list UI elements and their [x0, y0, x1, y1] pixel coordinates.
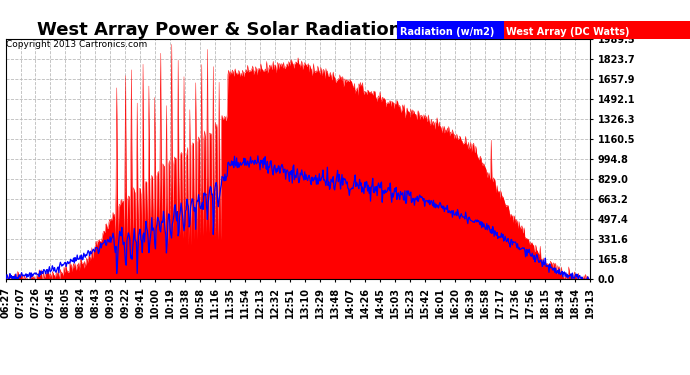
Text: West Array (DC Watts): West Array (DC Watts)	[506, 27, 630, 37]
Text: Radiation (w/m2): Radiation (w/m2)	[400, 27, 494, 37]
Text: Copyright 2013 Cartronics.com: Copyright 2013 Cartronics.com	[6, 40, 147, 49]
Title: West Array Power & Solar Radiation Fri Apr 5 19:15: West Array Power & Solar Radiation Fri A…	[37, 21, 558, 39]
